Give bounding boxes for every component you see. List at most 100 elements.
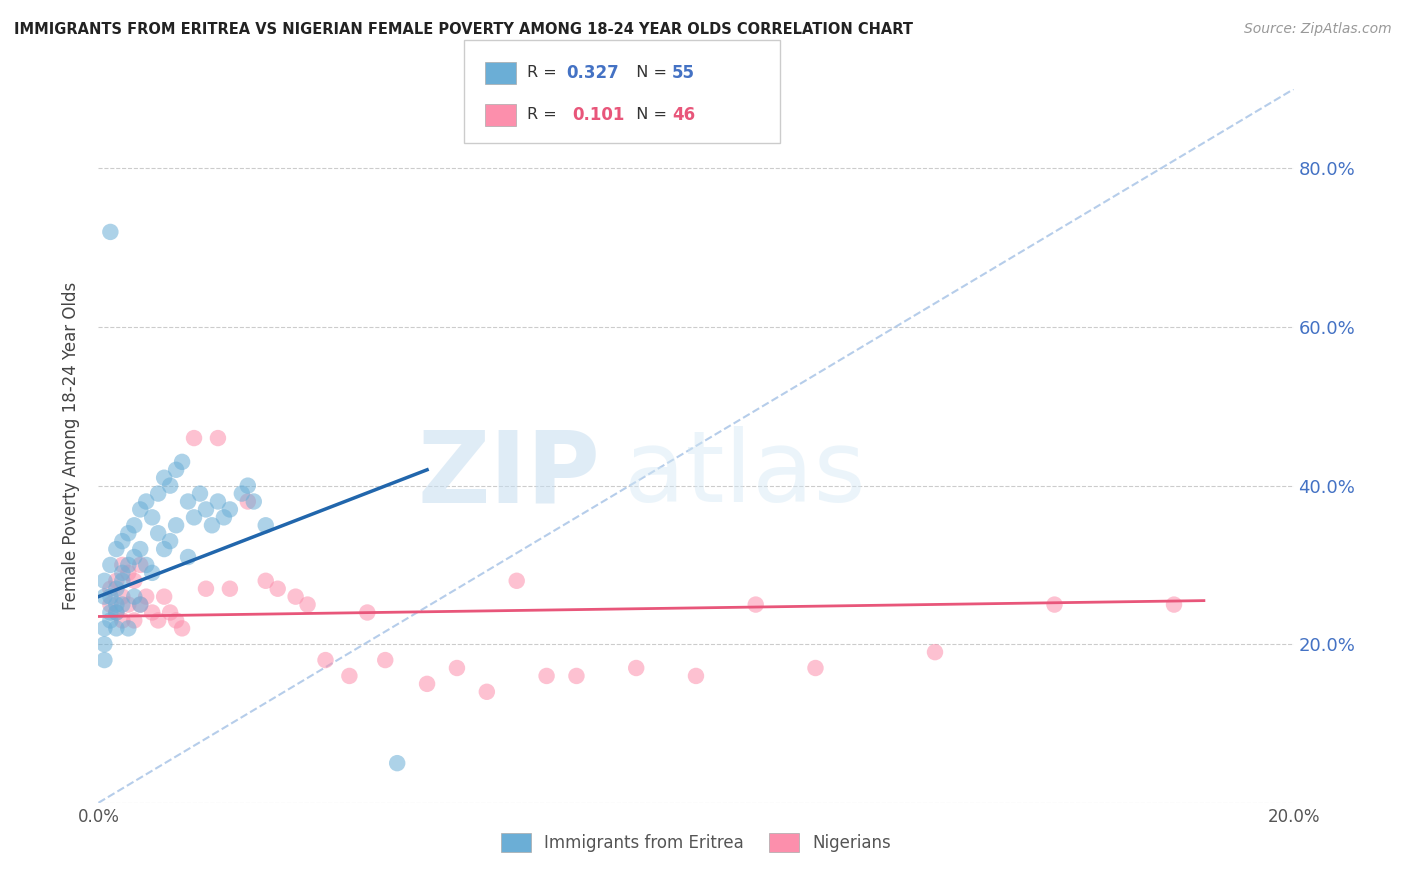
Point <box>105 606 128 620</box>
Point <box>236 478 259 492</box>
Point <box>339 669 361 683</box>
Point <box>124 518 146 533</box>
Point <box>117 558 139 572</box>
Point <box>129 558 152 572</box>
Point <box>111 598 134 612</box>
Point <box>207 431 229 445</box>
Point <box>129 542 152 557</box>
Point <box>111 534 134 549</box>
Point <box>446 661 468 675</box>
Point <box>141 566 163 580</box>
Point <box>98 582 122 596</box>
Text: R =: R = <box>527 107 567 122</box>
Point <box>159 534 181 549</box>
Point <box>236 494 259 508</box>
Point <box>416 677 439 691</box>
Point <box>117 598 139 612</box>
Point <box>195 582 218 596</box>
Text: R =: R = <box>527 65 562 80</box>
Point <box>111 614 134 628</box>
Point <box>1043 598 1066 612</box>
Point <box>129 598 152 612</box>
Text: N =: N = <box>626 107 672 122</box>
Point <box>159 478 181 492</box>
Point <box>117 526 139 541</box>
Point <box>105 542 128 557</box>
Point <box>165 614 187 628</box>
Text: Source: ZipAtlas.com: Source: ZipAtlas.com <box>1244 22 1392 37</box>
Point <box>141 510 163 524</box>
Point <box>105 598 128 612</box>
Point <box>207 494 229 508</box>
Point <box>172 621 194 635</box>
Point <box>153 542 176 557</box>
Point <box>565 669 588 683</box>
Point <box>98 606 122 620</box>
Text: 0.327: 0.327 <box>567 63 620 82</box>
Text: 46: 46 <box>672 106 695 124</box>
Point <box>98 598 122 612</box>
Point <box>804 661 827 675</box>
Point <box>105 621 128 635</box>
Text: 55: 55 <box>672 63 695 82</box>
Point <box>385 756 409 771</box>
Point <box>117 621 139 635</box>
Point <box>231 486 253 500</box>
Y-axis label: Female Poverty Among 18-24 Year Olds: Female Poverty Among 18-24 Year Olds <box>62 282 80 610</box>
Point <box>183 510 205 524</box>
Point <box>475 685 498 699</box>
Point <box>297 598 319 612</box>
Point <box>374 653 396 667</box>
Text: atlas: atlas <box>624 426 866 523</box>
Point <box>177 494 200 508</box>
Point <box>111 590 134 604</box>
Point <box>924 645 946 659</box>
Point <box>124 590 146 604</box>
Point <box>98 558 122 572</box>
Point <box>98 590 122 604</box>
Point <box>135 494 157 508</box>
Point <box>745 598 768 612</box>
Point <box>243 494 266 508</box>
Point <box>124 614 146 628</box>
Point <box>177 549 200 564</box>
Point <box>105 606 128 620</box>
Point <box>153 590 176 604</box>
Point <box>188 486 211 500</box>
Point <box>98 614 122 628</box>
Point <box>93 574 115 588</box>
Point <box>124 549 146 564</box>
Point <box>93 653 115 667</box>
Point <box>124 574 146 588</box>
Point <box>135 558 157 572</box>
Point <box>135 590 157 604</box>
Point <box>315 653 337 667</box>
Text: N =: N = <box>626 65 672 80</box>
Point <box>254 518 277 533</box>
Point <box>356 606 378 620</box>
Text: 0.101: 0.101 <box>572 106 624 124</box>
Point <box>212 510 235 524</box>
Point <box>93 637 115 651</box>
Point <box>148 486 170 500</box>
Point <box>1163 598 1185 612</box>
Point <box>219 502 242 516</box>
Point <box>536 669 558 683</box>
Point <box>159 606 181 620</box>
Point <box>117 566 139 580</box>
Point <box>626 661 648 675</box>
Point <box>148 614 170 628</box>
Point <box>98 225 122 239</box>
Point <box>165 463 187 477</box>
Point <box>195 502 218 516</box>
Legend: Immigrants from Eritrea, Nigerians: Immigrants from Eritrea, Nigerians <box>495 826 897 859</box>
Point <box>141 606 163 620</box>
Point <box>183 431 205 445</box>
Point <box>153 471 176 485</box>
Point <box>93 590 115 604</box>
Point <box>284 590 307 604</box>
Point <box>111 566 134 580</box>
Point <box>165 518 187 533</box>
Point <box>172 455 194 469</box>
Point <box>105 574 128 588</box>
